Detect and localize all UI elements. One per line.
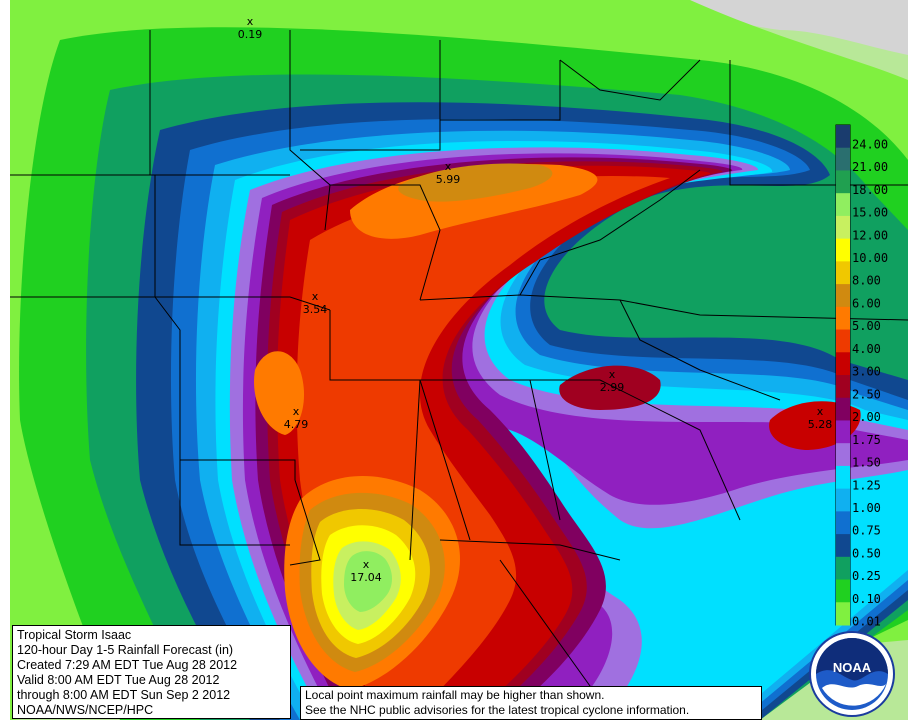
legend-swatch — [836, 261, 850, 285]
legend-label: 1.00 — [852, 501, 881, 515]
legend-swatch — [836, 215, 850, 240]
legend-label: 18.00 — [852, 183, 888, 197]
maximum-value-label: 5.99 — [436, 173, 461, 186]
legend-label: 0.01 — [852, 615, 881, 629]
disclaimer-line-1: Local point maximum rainfall may be high… — [305, 688, 605, 702]
maximum-marker-x: x — [363, 558, 370, 571]
legend-label: 5.00 — [852, 319, 881, 333]
noaa-logo-text: NOAA — [833, 660, 872, 675]
noaa-logo-icon: NOAA — [809, 631, 895, 717]
legend-swatch — [836, 352, 850, 376]
legend-swatch — [836, 511, 850, 535]
legend-label: 15.00 — [852, 206, 888, 220]
legend-swatch — [836, 375, 850, 399]
legend-label: 24.00 — [852, 137, 888, 151]
band-6.00-northeast — [398, 163, 553, 202]
legend-swatch — [836, 238, 850, 262]
band-3.00-carolina — [559, 365, 661, 410]
maximum-marker-x: x — [445, 160, 452, 173]
map-info-box: Tropical Storm Isaac 120-hour Day 1-5 Ra… — [12, 625, 291, 719]
legend-label: 0.25 — [852, 569, 881, 583]
legend-label: 4.00 — [852, 342, 881, 356]
legend-label: 0.50 — [852, 546, 881, 560]
maximum-value-label: 0.19 — [238, 28, 263, 41]
legend-label: 0.75 — [852, 524, 881, 538]
legend-swatch — [836, 397, 850, 421]
legend-swatch — [836, 193, 850, 217]
band-5.00-west — [254, 351, 305, 435]
legend-swatches — [836, 125, 850, 626]
map-subtitle: 120-hour Day 1-5 Rainfall Forecast (in) — [17, 643, 234, 657]
maximum-marker-x: x — [817, 405, 824, 418]
rainfall-contours — [10, 0, 909, 721]
state-boundaries — [10, 30, 909, 701]
maximum-value-label: 2.99 — [600, 381, 625, 394]
legend-swatch — [836, 443, 850, 467]
legend-label: 1.50 — [852, 456, 881, 470]
legend-swatch — [836, 170, 850, 194]
legend-label: 1.25 — [852, 478, 881, 492]
no-data-area — [690, 0, 908, 55]
legend-label: 21.00 — [852, 160, 888, 174]
legend-swatch — [836, 329, 850, 353]
map-title: Tropical Storm Isaac — [17, 628, 132, 642]
legend-swatch — [836, 284, 850, 308]
legend-label: 0.10 — [852, 592, 881, 606]
maximum-value-label: 3.54 — [303, 303, 328, 316]
legend-label: 2.00 — [852, 410, 881, 424]
legend-label: 2.50 — [852, 387, 881, 401]
legend-swatch — [836, 147, 850, 171]
legend: 24.00 21.00 18.00 15.00 12.00 10.00 8.00 6.00 5.… — [835, 124, 888, 629]
band-15.00-gulf — [344, 551, 392, 612]
legend-swatch — [836, 534, 850, 558]
legend-labels: 24.00 21.00 18.00 15.00 12.00 10.00 8.00 6.00 5.… — [852, 137, 888, 628]
legend-swatch — [836, 579, 850, 603]
maximum-marker-x: x — [247, 15, 254, 28]
disclaimer-box: Local point maximum rainfall may be high… — [300, 686, 762, 720]
legend-label: 1.75 — [852, 433, 881, 447]
legend-label: 6.00 — [852, 296, 881, 310]
maximum-marker-x: x — [312, 290, 319, 303]
legend-swatch — [836, 602, 850, 626]
legend-swatch — [836, 306, 850, 331]
legend-swatch — [836, 556, 850, 581]
maximum-marker-x: x — [609, 368, 616, 381]
legend-swatch — [836, 465, 850, 490]
legend-label: 12.00 — [852, 228, 888, 242]
legend-label: 8.00 — [852, 274, 881, 288]
agency-credit: NOAA/NWS/NCEP/HPC — [17, 703, 154, 717]
valid-time: Valid 8:00 AM EDT Tue Aug 28 2012 — [17, 673, 220, 687]
legend-label: 3.00 — [852, 365, 881, 379]
through-time: through 8:00 AM EDT Sun Sep 2 2012 — [17, 688, 231, 702]
maximum-marker-x: x — [293, 405, 300, 418]
disclaimer-line-2: See the NHC public advisories for the la… — [305, 703, 690, 717]
legend-label: 10.00 — [852, 251, 888, 265]
maximum-value-label: 5.28 — [808, 418, 833, 431]
legend-swatch — [836, 125, 850, 149]
maximum-value-label: 17.04 — [350, 571, 382, 584]
created-time: Created 7:29 AM EDT Tue Aug 28 2012 — [17, 658, 238, 672]
maximum-value-label: 4.79 — [284, 418, 309, 431]
legend-swatch — [836, 420, 850, 444]
legend-swatch — [836, 488, 850, 512]
